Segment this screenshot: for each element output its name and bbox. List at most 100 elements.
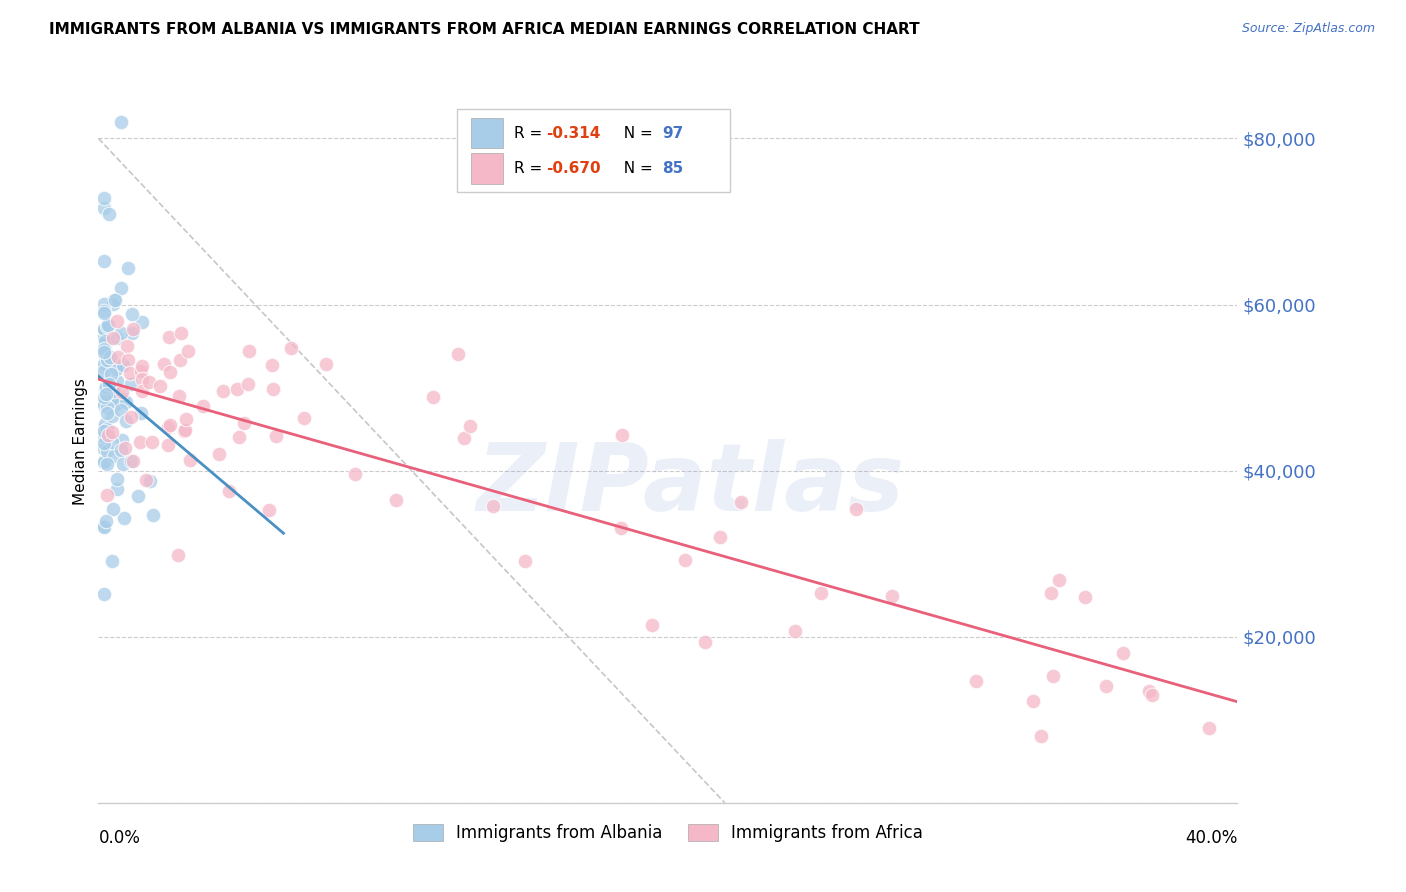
Point bbox=[93, 364, 115, 378]
Point bbox=[94, 349, 117, 363]
Point bbox=[159, 418, 181, 433]
Point bbox=[96, 458, 118, 472]
Point bbox=[105, 330, 128, 344]
Point bbox=[96, 429, 118, 443]
Point bbox=[1112, 646, 1135, 660]
Point bbox=[93, 399, 115, 413]
Point bbox=[1198, 721, 1220, 735]
Point bbox=[93, 303, 115, 318]
Point bbox=[174, 423, 197, 437]
Point bbox=[103, 449, 125, 463]
Point bbox=[264, 429, 287, 443]
Point bbox=[100, 367, 122, 381]
Point bbox=[131, 372, 153, 386]
Point bbox=[93, 357, 115, 371]
Point bbox=[108, 360, 131, 375]
Point bbox=[783, 624, 806, 638]
Point bbox=[114, 414, 136, 428]
Text: Source: ZipAtlas.com: Source: ZipAtlas.com bbox=[1241, 22, 1375, 36]
Point bbox=[156, 419, 179, 434]
Point bbox=[103, 293, 125, 307]
Point bbox=[110, 280, 132, 294]
Point bbox=[93, 332, 115, 346]
Point bbox=[709, 530, 731, 544]
Point bbox=[226, 382, 249, 396]
Point bbox=[460, 418, 482, 433]
Point bbox=[93, 519, 115, 533]
Point bbox=[845, 502, 868, 516]
Point bbox=[101, 384, 124, 398]
Bar bbox=[471, 153, 503, 184]
Point bbox=[1021, 694, 1043, 708]
Text: -0.314: -0.314 bbox=[546, 126, 600, 141]
Point bbox=[208, 447, 231, 461]
Point bbox=[98, 389, 121, 403]
Point bbox=[810, 586, 832, 600]
Point bbox=[105, 374, 128, 388]
Point bbox=[292, 410, 315, 425]
Point bbox=[93, 425, 115, 439]
Point bbox=[97, 375, 120, 389]
Point bbox=[1039, 586, 1062, 600]
Point bbox=[1029, 730, 1052, 744]
Point bbox=[112, 511, 135, 525]
Point bbox=[129, 364, 152, 378]
Point bbox=[129, 435, 152, 450]
Point bbox=[93, 359, 115, 374]
Point bbox=[115, 339, 138, 353]
Point bbox=[93, 322, 115, 336]
Point bbox=[94, 379, 117, 393]
FancyBboxPatch shape bbox=[457, 109, 731, 193]
Point bbox=[218, 484, 240, 499]
Point bbox=[262, 358, 284, 372]
Point bbox=[115, 395, 138, 409]
Point bbox=[131, 359, 153, 373]
Point bbox=[93, 330, 115, 344]
Point bbox=[174, 412, 197, 426]
Point bbox=[233, 417, 256, 431]
Point bbox=[179, 452, 201, 467]
Y-axis label: Median Earnings: Median Earnings bbox=[73, 378, 89, 505]
Point bbox=[105, 314, 128, 328]
Point bbox=[93, 519, 115, 533]
Point bbox=[98, 350, 121, 364]
Point bbox=[94, 381, 117, 395]
Point bbox=[96, 357, 118, 371]
Text: 0.0%: 0.0% bbox=[98, 829, 141, 847]
Point bbox=[1095, 679, 1118, 693]
Point bbox=[166, 548, 188, 562]
Point bbox=[169, 352, 191, 367]
Point bbox=[117, 352, 139, 367]
Text: R =: R = bbox=[515, 161, 547, 176]
Point bbox=[1042, 668, 1064, 682]
Point bbox=[101, 297, 124, 311]
Point bbox=[118, 367, 141, 381]
Point bbox=[131, 384, 153, 399]
Point bbox=[101, 377, 124, 392]
Point bbox=[110, 433, 132, 447]
Point bbox=[94, 334, 117, 348]
Point bbox=[513, 554, 536, 568]
Point bbox=[101, 384, 124, 398]
Point bbox=[127, 489, 149, 503]
Point bbox=[138, 376, 160, 390]
Point bbox=[191, 399, 214, 413]
Point bbox=[105, 472, 128, 486]
Point bbox=[238, 343, 260, 358]
Point bbox=[93, 342, 115, 356]
Point bbox=[97, 428, 120, 442]
Point bbox=[93, 254, 115, 268]
Point bbox=[93, 421, 115, 435]
Point bbox=[93, 322, 115, 336]
Point bbox=[453, 431, 475, 445]
Point bbox=[96, 406, 118, 420]
Point bbox=[101, 501, 124, 516]
Point bbox=[104, 397, 127, 411]
Point bbox=[122, 454, 145, 468]
Point bbox=[100, 554, 122, 568]
Point bbox=[177, 343, 200, 358]
Point bbox=[93, 436, 115, 450]
Point bbox=[131, 315, 153, 329]
Point bbox=[94, 338, 117, 352]
Point bbox=[101, 394, 124, 409]
